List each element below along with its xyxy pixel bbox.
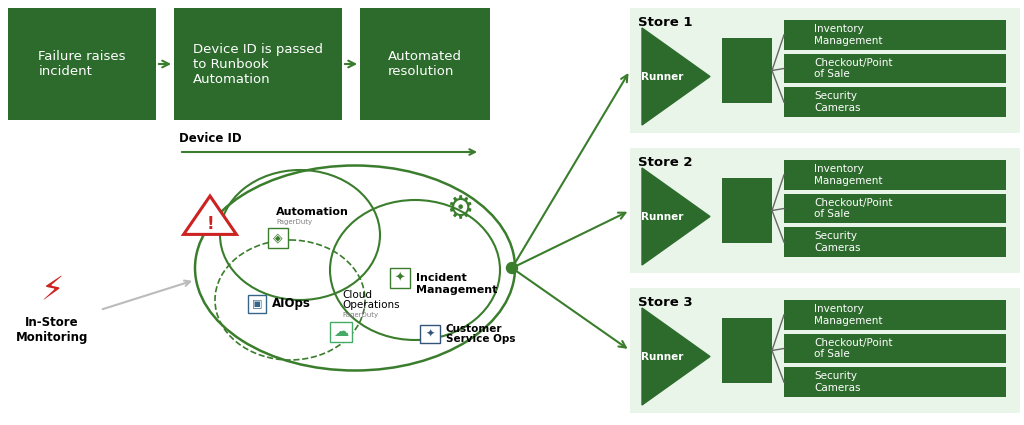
FancyBboxPatch shape bbox=[330, 322, 352, 342]
Text: Cloud: Cloud bbox=[342, 290, 372, 300]
Text: ◈: ◈ bbox=[273, 232, 283, 244]
Text: Runner: Runner bbox=[641, 351, 684, 362]
Text: Store 3: Store 3 bbox=[638, 295, 692, 309]
FancyBboxPatch shape bbox=[784, 54, 1006, 83]
Text: Checkout/Point
of Sale: Checkout/Point of Sale bbox=[814, 58, 893, 79]
FancyBboxPatch shape bbox=[722, 318, 772, 383]
Text: Security
Cameras: Security Cameras bbox=[814, 231, 860, 253]
FancyBboxPatch shape bbox=[360, 8, 490, 120]
Text: Customer: Customer bbox=[446, 324, 503, 334]
Text: Device ID is passed
to Runbook
Automation: Device ID is passed to Runbook Automatio… bbox=[193, 42, 323, 85]
Text: ⚙: ⚙ bbox=[446, 196, 474, 224]
FancyBboxPatch shape bbox=[420, 325, 440, 343]
Text: Operations: Operations bbox=[342, 300, 399, 310]
FancyBboxPatch shape bbox=[784, 20, 1006, 50]
FancyBboxPatch shape bbox=[784, 334, 1006, 363]
Text: Device ID: Device ID bbox=[179, 131, 242, 144]
Text: Automated
resolution: Automated resolution bbox=[388, 50, 462, 78]
Text: AIOps: AIOps bbox=[272, 298, 311, 311]
Text: ✦: ✦ bbox=[425, 329, 434, 339]
Text: Inventory
Management: Inventory Management bbox=[814, 24, 883, 45]
FancyBboxPatch shape bbox=[174, 8, 342, 120]
Text: Store 1: Store 1 bbox=[638, 15, 692, 28]
FancyBboxPatch shape bbox=[784, 367, 1006, 397]
Text: Checkout/Point
of Sale: Checkout/Point of Sale bbox=[814, 198, 893, 219]
Text: !: ! bbox=[206, 215, 214, 233]
Text: Failure raises
incident: Failure raises incident bbox=[38, 50, 126, 78]
FancyBboxPatch shape bbox=[8, 8, 156, 120]
FancyBboxPatch shape bbox=[784, 87, 1006, 117]
FancyBboxPatch shape bbox=[784, 160, 1006, 190]
Text: Runner: Runner bbox=[641, 71, 684, 82]
Text: PagerDuty: PagerDuty bbox=[276, 219, 312, 225]
Text: Security
Cameras: Security Cameras bbox=[814, 91, 860, 113]
Text: ☁: ☁ bbox=[334, 325, 348, 340]
FancyBboxPatch shape bbox=[722, 178, 772, 243]
FancyBboxPatch shape bbox=[722, 38, 772, 103]
FancyBboxPatch shape bbox=[784, 300, 1006, 330]
Polygon shape bbox=[642, 308, 710, 405]
Text: Store 2: Store 2 bbox=[638, 156, 692, 168]
Text: Runner: Runner bbox=[641, 212, 684, 221]
Text: Security
Cameras: Security Cameras bbox=[814, 371, 860, 393]
FancyBboxPatch shape bbox=[630, 288, 1020, 413]
Polygon shape bbox=[642, 28, 710, 125]
Text: Inventory
Management: Inventory Management bbox=[814, 164, 883, 186]
FancyBboxPatch shape bbox=[630, 148, 1020, 273]
Text: Management: Management bbox=[416, 285, 498, 295]
FancyBboxPatch shape bbox=[390, 268, 410, 288]
Text: Incident: Incident bbox=[416, 273, 467, 283]
Circle shape bbox=[507, 263, 517, 274]
Text: In-Store
Monitoring: In-Store Monitoring bbox=[15, 316, 88, 344]
Text: ⚡: ⚡ bbox=[40, 274, 63, 306]
FancyBboxPatch shape bbox=[268, 228, 288, 248]
Ellipse shape bbox=[195, 165, 515, 371]
Polygon shape bbox=[642, 168, 710, 265]
Text: PagerDuty: PagerDuty bbox=[342, 312, 378, 318]
FancyBboxPatch shape bbox=[630, 8, 1020, 133]
Text: Checkout/Point
of Sale: Checkout/Point of Sale bbox=[814, 338, 893, 359]
FancyBboxPatch shape bbox=[784, 194, 1006, 223]
Text: Service Ops: Service Ops bbox=[446, 334, 515, 344]
FancyBboxPatch shape bbox=[784, 227, 1006, 257]
Text: Automation: Automation bbox=[276, 207, 349, 217]
FancyBboxPatch shape bbox=[248, 295, 266, 313]
Text: Inventory
Management: Inventory Management bbox=[814, 304, 883, 326]
Text: ▣: ▣ bbox=[252, 299, 262, 309]
Polygon shape bbox=[183, 196, 237, 235]
Text: ✦: ✦ bbox=[394, 272, 406, 284]
